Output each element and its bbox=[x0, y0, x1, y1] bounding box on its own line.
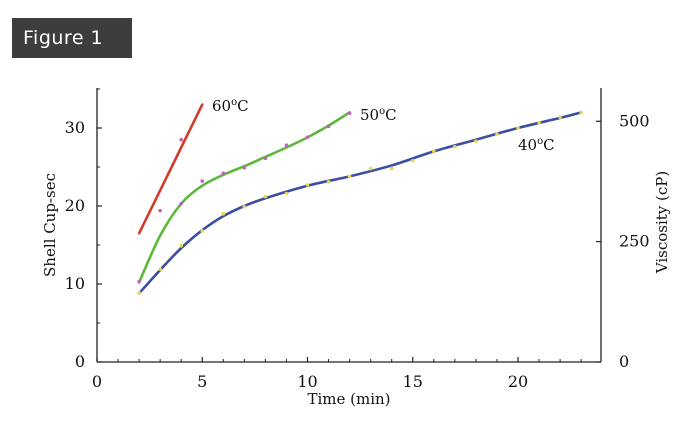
data-point-2 bbox=[179, 243, 183, 248]
data-point-1 bbox=[326, 124, 331, 129]
data-point-1 bbox=[242, 165, 247, 170]
data-point-1 bbox=[158, 208, 162, 213]
data-point-1 bbox=[200, 179, 205, 183]
data-point-2 bbox=[410, 158, 415, 163]
axes bbox=[96, 88, 602, 363]
data-point-2 bbox=[579, 110, 583, 115]
data-point-2 bbox=[305, 183, 310, 187]
series-labels: 60oC 50oC 40oC bbox=[212, 97, 555, 154]
data-point-2 bbox=[347, 174, 352, 179]
x-tick-label: 5 bbox=[197, 372, 207, 391]
series-label-0: 60oC bbox=[212, 97, 249, 115]
data-point-2 bbox=[326, 180, 331, 184]
series-label-2: 40oC bbox=[518, 136, 555, 154]
data-point-2 bbox=[432, 149, 436, 154]
y-axis-title: Shell Cup-sec bbox=[41, 173, 59, 277]
ticks: 0 5 10 15 20 0 10 20 30 0 250 500 bbox=[65, 88, 650, 391]
data-point-2 bbox=[137, 290, 141, 295]
y2-tick-label: 250 bbox=[619, 232, 650, 251]
y2-tick-label: 500 bbox=[619, 111, 650, 130]
figure-label: Figure 1 bbox=[12, 18, 132, 58]
data-point-2 bbox=[558, 115, 562, 119]
data-point-1 bbox=[305, 135, 310, 140]
y-tick-label: 0 bbox=[75, 352, 85, 371]
data-point-2 bbox=[242, 204, 247, 209]
y-tick-label: 10 bbox=[65, 274, 85, 293]
data-point-2 bbox=[284, 191, 289, 196]
series-label-1: 50oC bbox=[360, 106, 397, 124]
data-point-2 bbox=[368, 166, 373, 171]
data-points bbox=[137, 110, 583, 295]
series-lines bbox=[137, 103, 583, 295]
x-tick-label: 20 bbox=[508, 372, 528, 391]
y-tick-label: 20 bbox=[65, 196, 85, 215]
data-point-2 bbox=[537, 120, 541, 125]
data-point-2 bbox=[516, 126, 520, 130]
data-point-2 bbox=[158, 267, 162, 271]
data-point-0 bbox=[179, 137, 183, 142]
x-tick-label: 15 bbox=[403, 372, 423, 391]
data-point-1 bbox=[137, 279, 141, 284]
data-point-1 bbox=[179, 201, 183, 206]
data-point-2 bbox=[453, 144, 457, 149]
series-line-0 bbox=[137, 103, 204, 235]
x-axis-title: Time (min) bbox=[307, 390, 390, 408]
data-point-1 bbox=[221, 171, 226, 176]
data-point-1 bbox=[347, 111, 352, 115]
data-point-2 bbox=[474, 139, 478, 144]
y-tick-label: 30 bbox=[65, 118, 85, 137]
x-tick-label: 10 bbox=[297, 372, 317, 391]
x-tick-label: 0 bbox=[92, 372, 102, 391]
data-point-2 bbox=[495, 132, 499, 137]
y2-axis-title: Viscosity (cP) bbox=[653, 171, 671, 274]
data-point-2 bbox=[200, 229, 205, 233]
data-point-1 bbox=[263, 156, 268, 161]
y2-tick-label: 0 bbox=[619, 352, 629, 371]
data-point-2 bbox=[263, 194, 268, 199]
data-point-2 bbox=[221, 212, 226, 216]
data-point-2 bbox=[389, 166, 394, 171]
data-point-1 bbox=[284, 143, 289, 147]
series-line-2 bbox=[137, 111, 583, 295]
